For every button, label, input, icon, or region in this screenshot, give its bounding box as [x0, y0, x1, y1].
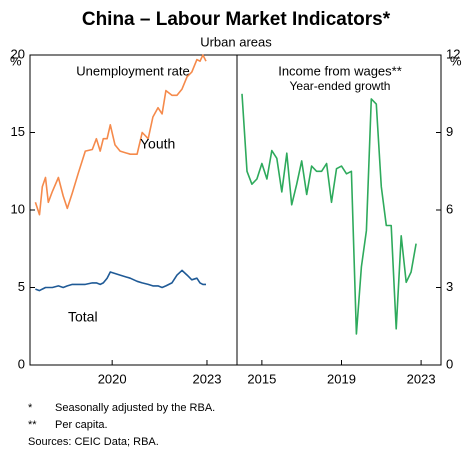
note-text: Per capita.	[55, 419, 108, 431]
note-marker: *	[28, 402, 33, 414]
chart-title: China – Labour Market Indicators*	[82, 9, 391, 30]
y-tick-label: 3	[446, 279, 453, 294]
note-text: Seasonally adjusted by the RBA.	[55, 402, 215, 414]
y-tick-label: 5	[18, 279, 25, 294]
x-tick-label: 2020	[98, 371, 127, 386]
panel-title: Income from wages**	[278, 63, 402, 78]
x-tick-label: 2023	[407, 371, 436, 386]
chart-subtitle: Urban areas	[200, 34, 272, 49]
note-marker: **	[28, 419, 37, 431]
y-tick-label: 15	[11, 124, 25, 139]
data-line	[241, 93, 417, 335]
x-tick-label: 2019	[327, 371, 356, 386]
y-tick-label: 10	[11, 201, 25, 216]
y-tick-label: 20	[11, 46, 25, 61]
y-unit: %	[10, 53, 22, 68]
series-label: Total	[68, 309, 98, 325]
data-line	[35, 269, 206, 292]
source: Sources: CEIC Data; RBA.	[28, 436, 159, 448]
series-label: Youth	[140, 136, 175, 152]
y-tick-label: 9	[446, 124, 453, 139]
data-line	[34, 54, 207, 216]
y-tick-label: 6	[446, 201, 453, 216]
x-tick-label: 2015	[247, 371, 276, 386]
y-tick-label: 12	[446, 46, 460, 61]
panel-subtitle: Year-ended growth	[290, 79, 391, 93]
panel-title: Unemployment rate	[76, 63, 189, 78]
y-unit: %	[450, 53, 462, 68]
y-tick-label: 0	[446, 356, 453, 371]
x-tick-label: 2023	[193, 371, 222, 386]
y-tick-label: 0	[18, 356, 25, 371]
